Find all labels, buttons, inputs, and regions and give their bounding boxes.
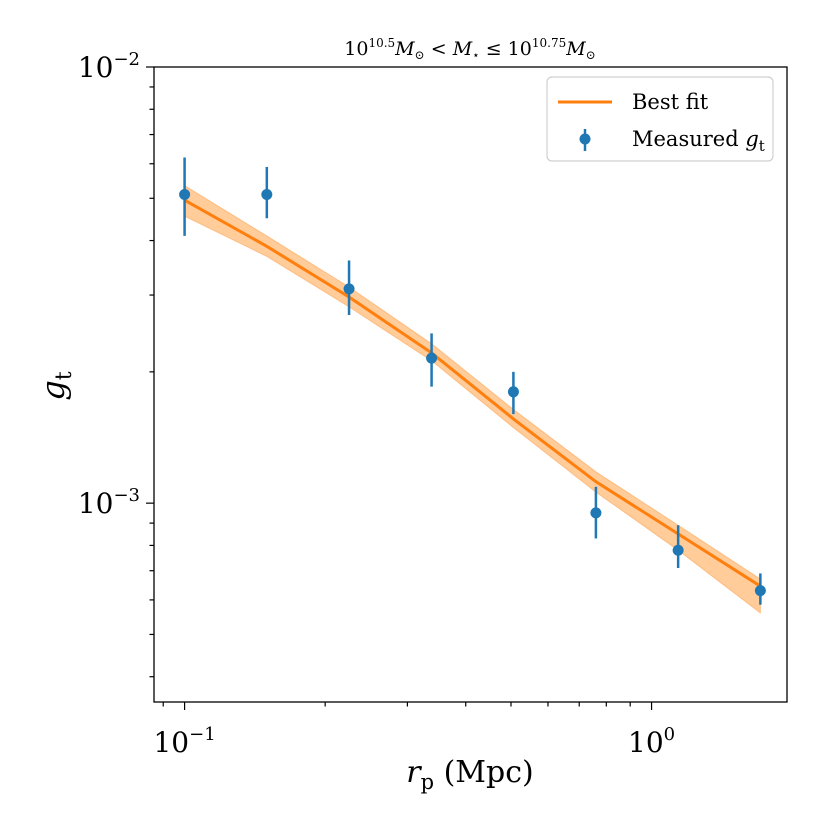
data-point <box>343 283 355 295</box>
fit-line-layer <box>183 198 762 588</box>
x-tick-labels: 10−1 100 <box>153 724 675 759</box>
x-tick-label: 100 <box>628 724 675 759</box>
confidence-band-layer <box>184 184 761 615</box>
best-fit-line <box>183 198 762 588</box>
y-tick-labels: 10−3 10−2 <box>78 49 140 520</box>
chart-title: 1010.5M⊙ < M⋆ ≤ 1010.75M⊙ <box>344 36 596 62</box>
axis-ticks <box>146 66 653 710</box>
y-tick-label: 10−2 <box>78 49 140 84</box>
legend-measured-marker <box>579 133 591 145</box>
legend: Best fit Measured gt <box>546 76 774 162</box>
x-tick-label: 10−1 <box>153 724 215 759</box>
legend-box <box>546 76 774 162</box>
errorbar-layer <box>179 157 766 605</box>
legend-measured-label: Measured gt <box>632 127 765 155</box>
y-axis-label: gt <box>34 371 77 400</box>
data-point <box>672 544 684 556</box>
legend-best-fit-label: Best fit <box>632 90 709 114</box>
data-point <box>754 585 766 597</box>
data-point <box>426 352 438 364</box>
x-axis-label: rp (Mpc) <box>406 755 533 794</box>
data-point <box>261 189 273 201</box>
data-point <box>179 189 191 201</box>
data-point <box>590 507 602 519</box>
data-point <box>507 386 519 398</box>
y-tick-label: 10−3 <box>78 485 140 520</box>
best-fit-band <box>184 184 761 615</box>
plot-frame <box>153 66 788 703</box>
